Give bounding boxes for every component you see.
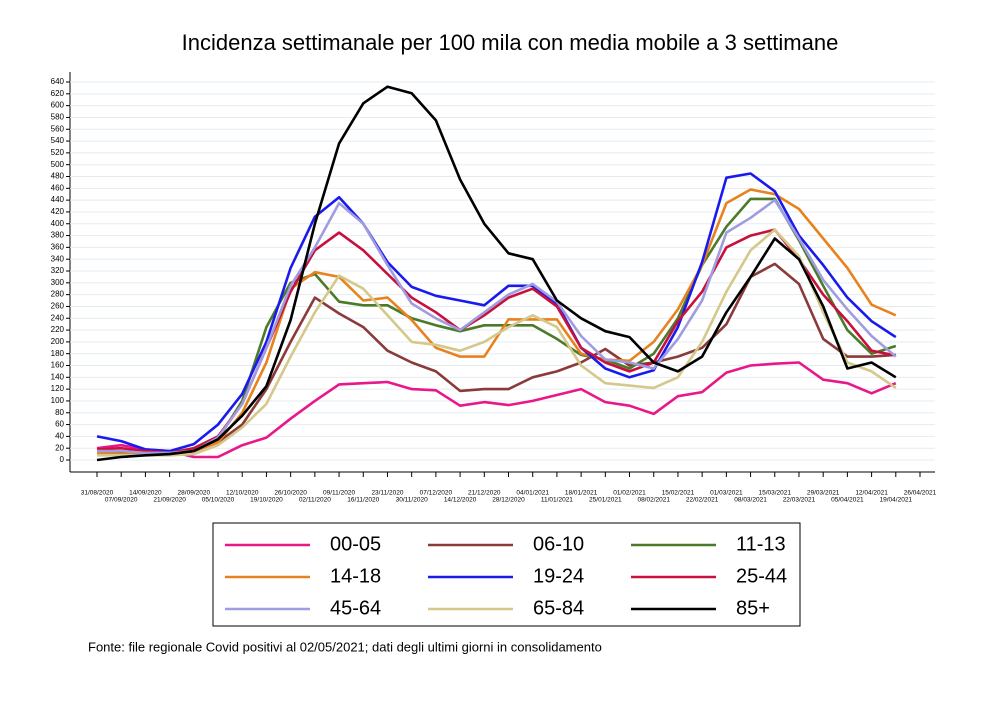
x-tick-label: 19/04/2021 (880, 497, 913, 504)
x-tick-label: 08/02/2021 (637, 497, 670, 504)
y-tick-label: 300 (51, 278, 65, 287)
series-line (96, 228, 897, 455)
x-tick-label: 28/09/2020 (178, 490, 211, 497)
x-tick-label: 16/11/2020 (347, 497, 379, 504)
x-tick-label: 05/04/2021 (831, 497, 864, 504)
x-tick-label: 14/09/2020 (129, 490, 162, 497)
x-tick-label: 22/02/2021 (686, 497, 719, 504)
legend-label: 65-84 (533, 597, 584, 619)
y-tick-label: 520 (51, 148, 65, 157)
y-tick-label: 40 (55, 431, 64, 440)
x-tick-label: 04/01/2021 (516, 490, 549, 497)
y-tick-label: 80 (55, 408, 64, 417)
y-tick-label: 560 (51, 124, 65, 133)
y-tick-label: 620 (51, 89, 65, 98)
y-tick-label: 160 (51, 361, 65, 370)
x-tick-label: 12/10/2020 (226, 490, 259, 497)
x-tick-label: 02/11/2020 (299, 497, 331, 504)
y-tick-label: 20 (55, 443, 64, 452)
x-tick-label: 21/09/2020 (153, 497, 186, 504)
legend-label: 25-44 (736, 565, 787, 587)
y-tick-label: 200 (51, 337, 65, 346)
x-tick-label: 07/12/2020 (420, 490, 453, 497)
y-tick-label: 100 (51, 396, 65, 405)
y-tick-label: 540 (51, 136, 65, 145)
y-tick-label: 280 (51, 290, 65, 299)
x-tick-label: 19/10/2020 (250, 497, 283, 504)
y-tick-label: 640 (51, 77, 65, 86)
y-tick-label: 180 (51, 349, 65, 358)
x-tick-label: 09/11/2020 (323, 490, 355, 497)
x-tick-label: 21/12/2020 (468, 490, 501, 497)
y-tick-label: 600 (51, 101, 65, 110)
y-tick-label: 580 (51, 113, 65, 122)
y-tick-label: 480 (51, 172, 65, 181)
y-tick-label: 420 (51, 207, 65, 216)
legend-label: 14-18 (330, 565, 381, 587)
legend-label: 06-10 (533, 533, 584, 555)
y-tick-label: 260 (51, 302, 65, 311)
x-tick-label: 14/12/2020 (444, 497, 477, 504)
legend-label: 85+ (736, 597, 770, 619)
series-line (96, 85, 897, 462)
legend-label: 00-05 (330, 533, 381, 555)
x-tick-label: 18/01/2021 (565, 490, 598, 497)
x-tick-label: 26/10/2020 (274, 490, 307, 497)
x-tick-label: 29/03/2021 (807, 490, 840, 497)
y-tick-label: 360 (51, 242, 65, 251)
y-tick-label: 120 (51, 384, 65, 393)
x-tick-label: 15/02/2021 (662, 490, 695, 497)
x-tick-label: 28/12/2020 (492, 497, 525, 504)
series-line (97, 198, 897, 455)
x-tick-label: 22/03/2021 (783, 497, 816, 504)
chart-title: Incidenza settimanale per 100 mila con m… (182, 30, 839, 55)
x-tick-label: 01/02/2021 (613, 490, 646, 497)
y-tick-label: 140 (51, 372, 65, 381)
x-tick-label: 11/01/2021 (541, 497, 573, 504)
x-tick-label: 07/09/2020 (105, 497, 138, 504)
legend-label: 11-13 (736, 533, 786, 555)
x-tick-label: 26/04/2021 (904, 490, 937, 497)
x-tick-label: 08/03/2021 (734, 497, 767, 504)
y-tick-label: 0 (60, 455, 65, 464)
y-tick-label: 400 (51, 219, 65, 228)
y-tick-label: 380 (51, 231, 65, 240)
y-tick-label: 440 (51, 195, 65, 204)
x-tick-label: 25/01/2021 (589, 497, 622, 504)
series-line (96, 361, 897, 459)
x-tick-label: 15/03/2021 (758, 490, 791, 497)
legend-label: 45-64 (330, 597, 381, 619)
legend-label: 19-24 (533, 565, 584, 587)
series-line (96, 172, 897, 453)
series-line (97, 228, 897, 457)
y-tick-label: 240 (51, 313, 65, 322)
y-tick-label: 340 (51, 254, 65, 263)
y-tick-label: 320 (51, 266, 65, 275)
y-tick-label: 500 (51, 160, 65, 169)
x-tick-label: 31/08/2020 (81, 490, 114, 497)
x-tick-label: 05/10/2020 (202, 497, 235, 504)
source-note: Fonte: file regionale Covid positivi al … (88, 639, 602, 654)
x-tick-label: 12/04/2021 (855, 490, 888, 497)
series-line (96, 262, 896, 456)
y-tick-label: 60 (55, 420, 64, 429)
x-tick-label: 30/11/2020 (396, 497, 428, 504)
x-tick-label: 23/11/2020 (371, 490, 403, 497)
x-tick-label: 01/03/2021 (710, 490, 743, 497)
y-tick-label: 460 (51, 183, 65, 192)
legend-box (212, 522, 801, 627)
y-tick-label: 220 (51, 325, 65, 334)
